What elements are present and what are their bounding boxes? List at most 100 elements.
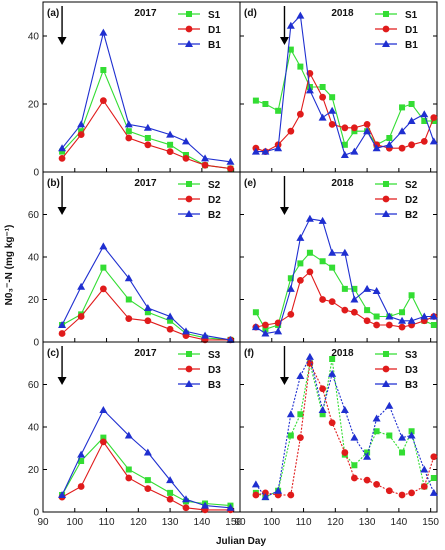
data-point-B1 (251, 147, 260, 155)
panel-year: 2017 (134, 8, 157, 19)
data-point-B1 (398, 127, 407, 135)
data-point-D1 (350, 124, 358, 132)
series-line-D1 (255, 71, 435, 153)
x-tick-label: 100 (263, 517, 280, 528)
legend-label-D1: D1 (208, 25, 221, 36)
panel-year: 2018 (331, 8, 354, 19)
data-point-S2 (100, 264, 107, 271)
data-point-D3 (296, 434, 304, 442)
legend-label-S2: S2 (405, 180, 418, 191)
data-point-B2 (363, 284, 372, 292)
data-point-B3 (58, 491, 67, 498)
arrow-head (279, 37, 289, 45)
panel-label: (f) (244, 348, 254, 359)
data-point-B1 (350, 147, 359, 155)
arrow-head (57, 377, 67, 385)
data-point-B2 (398, 316, 407, 324)
data-point-D3 (373, 480, 381, 488)
data-point-S2 (399, 309, 406, 316)
data-point-D3 (182, 504, 190, 512)
data-point-D2 (166, 325, 174, 333)
data-point-B1 (77, 120, 86, 128)
panel-label: (d) (244, 8, 257, 19)
legend-label-B3: B3 (405, 380, 418, 391)
legend-label-B2: B2 (208, 210, 221, 221)
data-point-S2 (341, 285, 348, 292)
data-point-B3 (385, 401, 394, 409)
data-point-D3 (385, 487, 393, 495)
data-point-S3 (100, 434, 107, 441)
data-point-D2 (328, 298, 336, 306)
x-tick-label: 120 (327, 517, 344, 528)
data-point-D3 (363, 476, 371, 484)
arrow-head (279, 377, 289, 385)
legend-marker-S1 (186, 11, 192, 17)
data-point-B1 (385, 140, 394, 148)
legend-marker-D2 (185, 195, 193, 203)
y-tick-label: 0 (33, 508, 39, 519)
legend-label-S1: S1 (208, 10, 221, 21)
x-axis-title: Julian Day (216, 536, 266, 547)
data-point-B3 (274, 486, 283, 494)
legend-label-S3: S3 (208, 350, 221, 361)
y-tick-label: 0 (33, 168, 39, 179)
data-point-S3 (373, 428, 380, 435)
data-point-D3 (125, 474, 133, 482)
data-point-S1 (78, 128, 85, 135)
data-point-B3 (143, 448, 152, 456)
series-line-S1 (61, 68, 231, 170)
legend-marker-B1 (382, 40, 390, 47)
data-point-B3 (305, 352, 314, 360)
data-point-S3 (329, 356, 336, 362)
data-point-S2 (373, 313, 380, 320)
data-point-B3 (296, 372, 305, 379)
data-point-B3 (363, 452, 372, 460)
data-point-S3 (125, 466, 132, 473)
data-point-B2 (58, 321, 67, 328)
legend-marker-B3 (185, 380, 193, 387)
data-point-D2 (398, 323, 406, 331)
data-point-D2 (144, 317, 152, 325)
data-point-D3 (408, 489, 415, 497)
data-point-B2 (99, 242, 108, 250)
data-point-B1 (407, 117, 416, 124)
data-point-B3 (181, 495, 190, 503)
panel-label: (e) (244, 178, 256, 189)
data-point-S1 (262, 101, 269, 107)
legend-label-S1: S1 (405, 10, 418, 21)
data-point-S1 (319, 84, 326, 90)
legend-label-D1: D1 (405, 25, 418, 36)
data-point-S1 (125, 128, 132, 135)
data-point-B1 (58, 144, 67, 152)
y-tick-label: 20 (28, 100, 40, 111)
data-point-B1 (99, 28, 108, 36)
legend-label-S2: S2 (208, 180, 221, 191)
data-point-S1 (167, 141, 174, 148)
data-point-B2 (181, 327, 190, 335)
y-tick-label: 60 (28, 210, 40, 221)
data-point-B1 (318, 113, 327, 121)
data-point-D2 (350, 308, 358, 316)
data-point-B1 (340, 151, 349, 158)
panel-f: 90 100 110 120 130 140 150 (f) 2018 S3 D3 B3 (234, 341, 439, 528)
data-point-B1 (328, 106, 337, 114)
data-point-S2 (430, 322, 437, 328)
data-point-D2 (341, 306, 349, 314)
data-point-B2 (166, 312, 175, 320)
data-point-D2 (306, 268, 314, 276)
data-point-D1 (77, 131, 85, 139)
panel-b: 0 20 40 60 (b) 2017 S2 D2 B2 (28, 171, 241, 349)
x-tick-label: 110 (296, 517, 312, 528)
data-point-S3 (78, 458, 85, 464)
panel-e: (e) 2018 S2 D2 B2 (239, 171, 438, 343)
legend-marker-S2 (186, 181, 192, 187)
data-point-B3 (166, 476, 175, 484)
data-point-S1 (287, 46, 294, 53)
data-point-S1 (144, 135, 151, 141)
data-point-D1 (227, 165, 234, 173)
data-point-S3 (144, 477, 151, 484)
legend-marker-S3 (186, 351, 192, 357)
data-point-D1 (420, 138, 428, 145)
data-point-D1 (408, 141, 415, 149)
legend-label-B2: B2 (405, 210, 418, 221)
